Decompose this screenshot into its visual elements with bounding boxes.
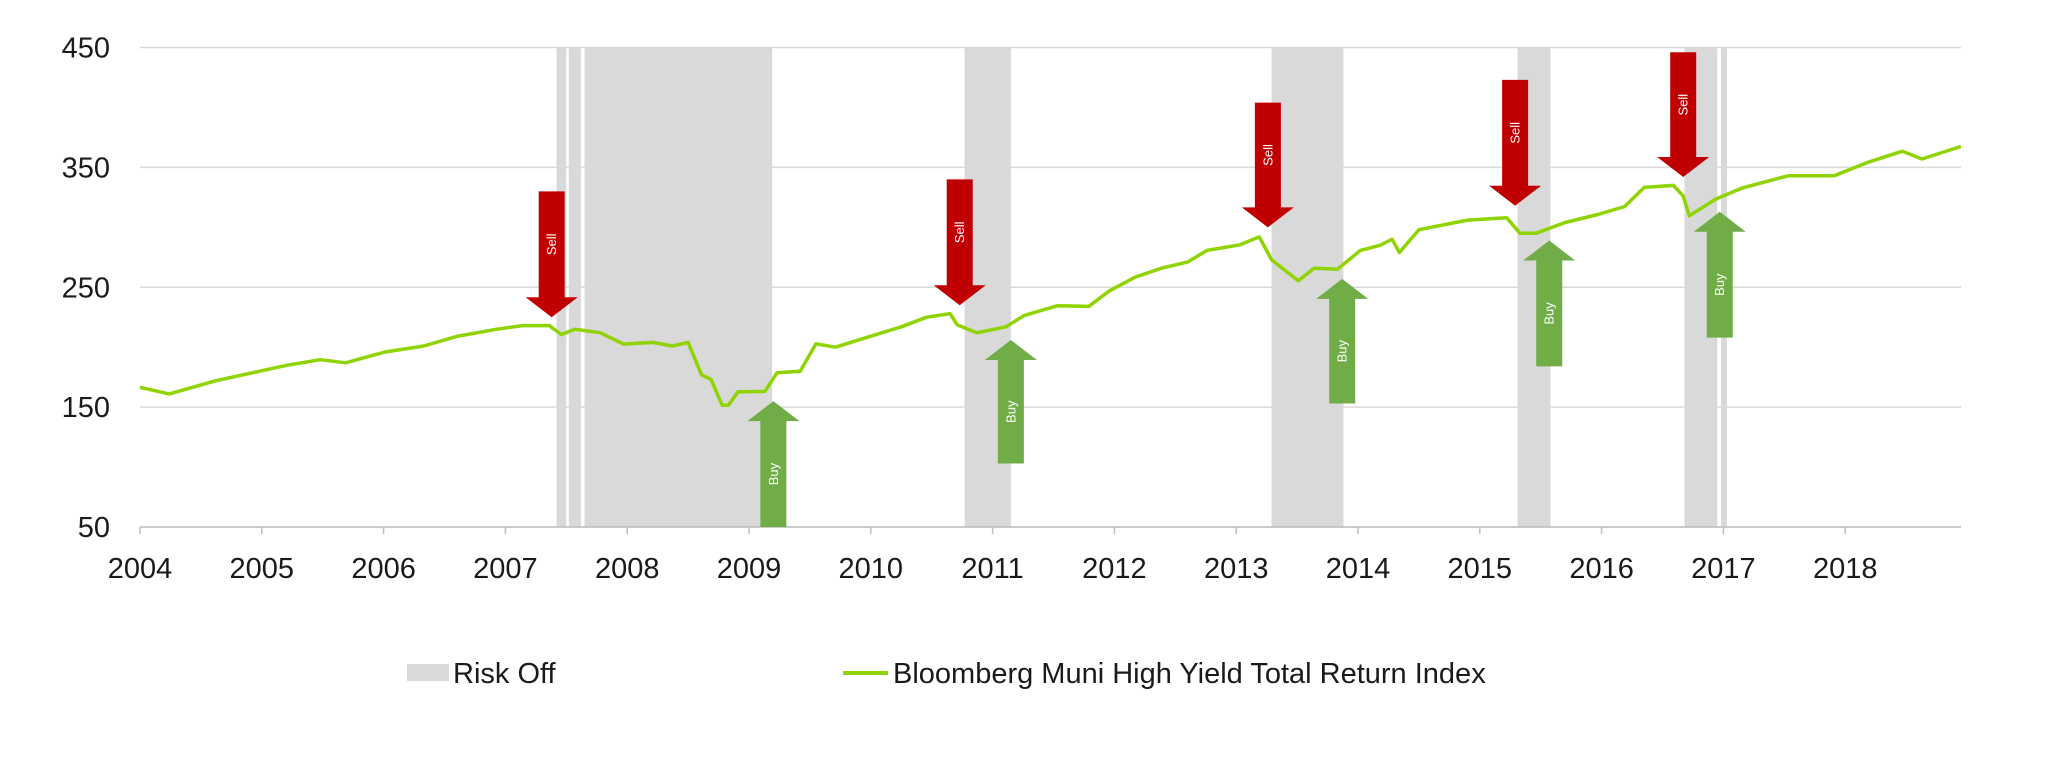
buy-arrow-shape xyxy=(984,339,1037,464)
legend-label-risk-off: Risk Off xyxy=(453,658,557,690)
x-tick-label: 2005 xyxy=(230,553,295,585)
arrow-label: Sell xyxy=(952,221,967,243)
y-tick-label: 450 xyxy=(62,33,110,65)
x-tick-label: 2004 xyxy=(108,553,173,585)
x-tick-label: 2012 xyxy=(1082,553,1147,585)
buy-arrow: Buy xyxy=(1523,240,1576,367)
y-tick-label: 250 xyxy=(62,272,110,304)
x-tick-label: 2013 xyxy=(1204,553,1269,585)
x-tick-label: 2016 xyxy=(1569,553,1634,585)
sell-arrow-shape xyxy=(933,179,986,306)
buy-arrow: Buy xyxy=(747,401,800,527)
y-tick-label: 350 xyxy=(62,152,110,184)
sell-arrow-shape xyxy=(1657,52,1710,177)
sell-arrow-shape xyxy=(1489,79,1542,206)
arrow-label: Buy xyxy=(766,462,781,485)
sell-arrow: Sell xyxy=(1489,79,1542,206)
series-line xyxy=(139,144,1962,408)
x-tick-label: 2014 xyxy=(1326,553,1391,585)
y-tick-label: 50 xyxy=(78,512,110,544)
arrow-label: Buy xyxy=(1003,400,1018,423)
x-tick-label: 2011 xyxy=(961,553,1023,585)
arrow-label: Buy xyxy=(1712,273,1727,296)
arrow-label: Sell xyxy=(1508,122,1523,144)
annotations: Sell Buy Sell Buy Sell Buy Sell Buy Sell Buy xyxy=(525,52,1746,527)
sell-arrow: Sell xyxy=(933,179,986,306)
arrow-label: Buy xyxy=(1542,302,1557,325)
sell-arrow: Sell xyxy=(1657,52,1710,177)
series-line-path xyxy=(139,144,1962,408)
arrow-label: Sell xyxy=(544,233,559,255)
x-tick-label: 2010 xyxy=(839,553,904,585)
legend-swatch-risk-off xyxy=(407,664,449,681)
arrow-label: Sell xyxy=(1260,144,1275,166)
sell-arrow: Sell xyxy=(525,191,578,318)
buy-arrow: Buy xyxy=(984,339,1037,464)
legend: Risk Off Bloomberg Muni High Yield Total… xyxy=(407,658,1486,690)
x-tick-label: 2018 xyxy=(1813,553,1878,585)
x-tick-label: 2008 xyxy=(595,553,660,585)
x-tick-label: 2009 xyxy=(717,553,782,585)
y-tick-label: 150 xyxy=(62,392,110,424)
buy-arrow-shape xyxy=(1523,240,1576,367)
buy-arrow: Buy xyxy=(1693,211,1746,338)
buy-arrow-shape xyxy=(1316,278,1369,404)
y-axis: 50 150 250 350 450 xyxy=(62,33,110,545)
x-tick-label: 2006 xyxy=(351,553,416,585)
arrow-label: Sell xyxy=(1676,94,1691,116)
buy-arrow-shape xyxy=(1693,211,1746,338)
x-tick-label: 2015 xyxy=(1448,553,1513,585)
sell-arrow-shape xyxy=(1241,102,1294,228)
buy-arrow: Buy xyxy=(1316,278,1369,404)
sell-arrow: Sell xyxy=(1241,102,1294,228)
x-tick-label: 2007 xyxy=(473,553,538,585)
legend-label-series: Bloomberg Muni High Yield Total Return I… xyxy=(893,658,1486,690)
x-axis: 2004 2005 2006 2007 2008 2009 2010 2011 2012 2013… xyxy=(108,526,1961,585)
arrow-label: Buy xyxy=(1335,339,1350,362)
buy-arrow-shape xyxy=(747,401,800,527)
x-tick-label: 2017 xyxy=(1691,553,1756,585)
sell-arrow-shape xyxy=(525,191,578,318)
